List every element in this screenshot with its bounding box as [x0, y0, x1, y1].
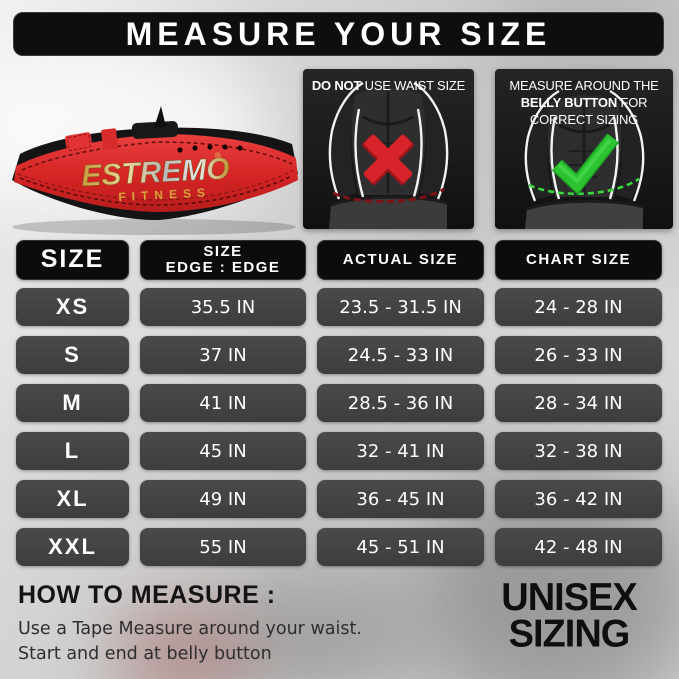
torso-right-illustration — [495, 69, 673, 229]
column-header-chart-size: CHART SIZE — [495, 240, 662, 280]
belt-illustration: ESTREMO ® FITNESS — [12, 106, 298, 235]
torso-left-arm — [330, 95, 357, 197]
brand-logo: ESTREMO — [81, 152, 231, 193]
how-to-measure-line2: Start and end at belly button — [18, 644, 272, 665]
size-label: XS — [16, 288, 129, 326]
red-x-icon — [361, 134, 415, 186]
actual-size-value: 45 - 51 IN — [317, 528, 484, 566]
unisex-line1: UNISEX — [501, 576, 637, 620]
how-to-measure-title: HOW TO MEASURE : — [18, 581, 276, 609]
brand-sub-logo: FITNESS — [118, 185, 211, 204]
page-title: MEASURE YOUR SIZE — [125, 15, 552, 52]
caption-pre: MEASURE AROUND THE — [509, 78, 659, 93]
chart-size-value: 26 - 33 IN — [495, 336, 662, 374]
belt-holes — [177, 144, 243, 153]
actual-size-value: 24.5 - 33 IN — [317, 336, 484, 374]
actual-size-value: 32 - 41 IN — [317, 432, 484, 470]
torso-pants — [525, 201, 643, 229]
torso-pants — [329, 197, 447, 229]
actual-size-value: 23.5 - 31.5 IN — [317, 288, 484, 326]
size-label: L — [16, 432, 129, 470]
chart-size-value: 42 - 48 IN — [495, 528, 662, 566]
instruction-wrong-caption: DO NOT USE WAIST SIZE — [303, 78, 474, 95]
how-to-measure-section: HOW TO MEASURE : Use a Tape Measure arou… — [18, 581, 362, 668]
actual-size-value: 36 - 45 IN — [317, 480, 484, 518]
belt-shadow — [12, 219, 296, 235]
belt-product-image: ESTREMO ® FITNESS — [8, 96, 300, 238]
belt-stitching-inner — [17, 169, 295, 201]
caption-post: FOR CORRECT SIZING — [529, 94, 648, 127]
caption-bold: DO NOT — [311, 78, 362, 93]
torso-right-arm — [616, 103, 643, 199]
instruction-wrong-panel: DO NOT USE WAIST SIZE — [303, 69, 474, 229]
torso-right-arm — [420, 95, 447, 197]
torso-wrong-illustration — [303, 69, 474, 229]
size-label: XXL — [16, 528, 129, 566]
column-header-actual-size: ACTUAL SIZE — [317, 240, 484, 280]
chart-size-value: 24 - 28 IN — [495, 288, 662, 326]
edge-value: 49 IN — [140, 480, 306, 518]
caption-rest: USE WAIST SIZE — [364, 78, 466, 93]
edge-value: 35.5 IN — [140, 288, 306, 326]
chart-size-value: 32 - 38 IN — [495, 432, 662, 470]
edge-value: 37 IN — [140, 336, 306, 374]
belt-buckle — [131, 121, 179, 139]
instruction-right-panel: MEASURE AROUND THE BELLY BUTTON FOR CORR… — [495, 69, 673, 229]
waist-line-wrong — [332, 187, 445, 204]
size-label: S — [16, 336, 129, 374]
caption-bold: BELLY BUTTON — [520, 94, 618, 110]
belt-keeper-loop — [64, 132, 93, 153]
title-banner: MEASURE YOUR SIZE — [13, 12, 664, 56]
chart-size-value: 36 - 42 IN — [495, 480, 662, 518]
registered-trademark-icon: ® — [214, 151, 222, 161]
unisex-line2: SIZING — [508, 613, 631, 656]
column-header-size: SIZE — [16, 240, 129, 280]
edge-value: 45 IN — [140, 432, 306, 470]
belt-prong — [154, 106, 166, 128]
actual-size-value: 28.5 - 36 IN — [317, 384, 484, 422]
belt-keeper-loop — [101, 128, 118, 150]
size-label: XL — [16, 480, 129, 518]
chart-size-value: 28 - 34 IN — [495, 384, 662, 422]
torso-left-arm — [526, 103, 553, 199]
belly-button-line — [528, 177, 640, 196]
size-label: M — [16, 384, 129, 422]
edge-value: 41 IN — [140, 384, 306, 422]
size-chart-table: SIZE SIZE EDGE : EDGE ACTUAL SIZE CHART … — [16, 240, 662, 566]
edge-value: 55 IN — [140, 528, 306, 566]
column-header-edge-to-edge: SIZE EDGE : EDGE — [140, 240, 306, 280]
torso-outline — [328, 81, 449, 200]
belt-stitching-bottom — [19, 175, 293, 206]
how-to-measure-line1: Use a Tape Measure around your waist. — [18, 619, 362, 639]
instruction-right-caption: MEASURE AROUND THE BELLY BUTTON FOR CORR… — [495, 78, 673, 129]
green-check-icon — [551, 133, 619, 196]
unisex-sizing-label: UNISEX SIZING — [480, 576, 658, 656]
